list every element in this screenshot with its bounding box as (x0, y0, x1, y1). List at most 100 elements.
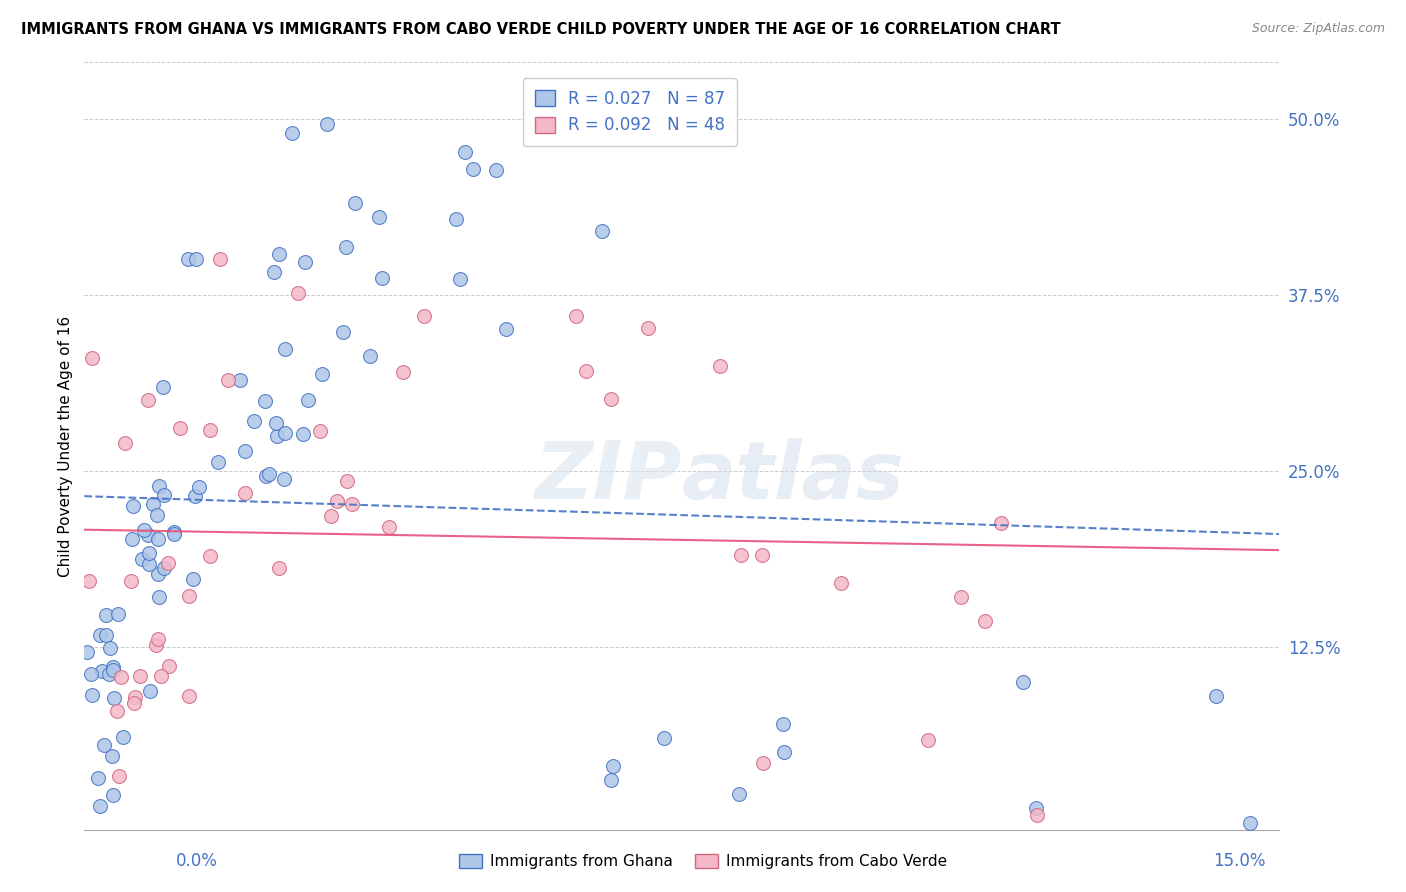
Point (454, 145, 477, 159)
Point (311, 367, 333, 381)
Point (637, 320, 659, 334)
Point (253, 394, 276, 409)
Point (152, 488, 174, 502)
Point (142, 497, 165, 511)
Point (177, 589, 200, 603)
Point (94, 607, 117, 622)
Text: atlas: atlas (682, 438, 904, 516)
Point (146, 532, 169, 546)
Point (139, 683, 162, 698)
Point (121, 532, 143, 546)
Point (463, 162, 485, 177)
Point (100, 748, 122, 763)
Point (335, 240, 357, 254)
Point (332, 325, 354, 339)
Point (122, 500, 145, 514)
Point (242, 414, 264, 428)
Point (990, 516, 1012, 530)
Point (80, 688, 103, 702)
Point (342, 497, 364, 511)
Point (485, 162, 508, 177)
Point (524, 126, 547, 140)
Point (446, 212, 468, 227)
Point (600, 773, 623, 788)
Point (830, 576, 852, 591)
Point (949, 591, 972, 605)
Point (495, 322, 517, 336)
Text: 15.0%: 15.0% (1213, 852, 1265, 870)
Point (1012, 674, 1035, 689)
Point (188, 479, 211, 493)
Point (772, 717, 794, 731)
Point (107, 768, 129, 782)
Point (101, 663, 124, 677)
Point (269, 561, 291, 575)
Point (368, 211, 391, 225)
Point (287, 285, 309, 300)
Point (602, 759, 624, 773)
Point (730, 548, 752, 562)
Point (93, 738, 115, 752)
Point (728, 788, 751, 802)
Point (148, 590, 170, 604)
Point (152, 380, 174, 394)
Legend: R = 0.027   N = 87, R = 0.092   N = 48: R = 0.027 N = 87, R = 0.092 N = 48 (523, 78, 737, 146)
Point (103, 789, 125, 803)
Text: 0.0%: 0.0% (176, 852, 218, 870)
Point (146, 566, 169, 581)
Point (751, 756, 773, 771)
Point (319, 509, 342, 524)
Y-axis label: Child Poverty Under the Age of 16: Child Poverty Under the Age of 16 (58, 316, 73, 576)
Point (233, 444, 256, 458)
Point (370, 271, 392, 285)
Point (336, 474, 359, 488)
Point (274, 426, 297, 441)
Point (105, 704, 128, 718)
Point (233, 486, 256, 500)
Text: Source: ZipAtlas.com: Source: ZipAtlas.com (1251, 22, 1385, 36)
Point (89, 798, 111, 813)
Text: ZIP: ZIP (534, 438, 682, 516)
Point (80, 666, 103, 681)
Point (129, 669, 152, 683)
Point (136, 528, 159, 542)
Point (266, 429, 288, 443)
Point (254, 468, 277, 483)
Point (112, 730, 135, 744)
Point (257, 467, 280, 482)
Point (200, 549, 222, 563)
Point (267, 247, 290, 261)
Point (169, 421, 191, 435)
Point (294, 255, 316, 269)
Point (122, 696, 145, 710)
Point (1025, 801, 1047, 815)
Point (565, 309, 588, 323)
Point (150, 669, 173, 683)
Point (110, 670, 132, 684)
Point (82, 351, 104, 365)
Point (184, 252, 207, 267)
Point (157, 556, 180, 570)
Point (751, 548, 773, 562)
Point (773, 745, 796, 759)
Point (163, 525, 186, 540)
Point (1205, 689, 1227, 703)
Point (316, 117, 339, 131)
Point (273, 342, 295, 356)
Point (148, 479, 170, 493)
Point (157, 658, 180, 673)
Point (392, 365, 415, 379)
Point (107, 607, 129, 621)
Point (229, 373, 252, 387)
Point (97, 667, 120, 681)
Point (217, 373, 239, 387)
Legend: Immigrants from Ghana, Immigrants from Cabo Verde: Immigrants from Ghana, Immigrants from C… (453, 847, 953, 875)
Point (280, 126, 302, 140)
Point (344, 196, 367, 211)
Point (600, 392, 623, 406)
Point (575, 363, 598, 377)
Point (87, 771, 110, 785)
Point (131, 552, 153, 566)
Point (138, 558, 160, 572)
Point (103, 659, 125, 673)
